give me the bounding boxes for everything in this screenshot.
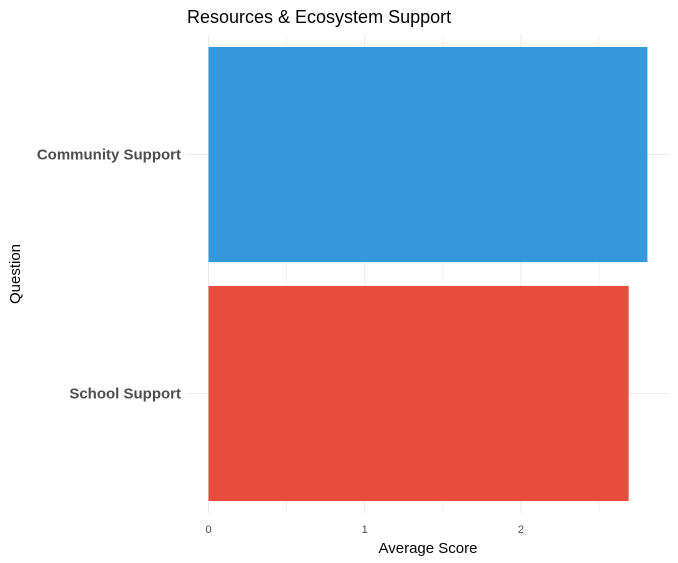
bars <box>208 46 648 502</box>
x-tick-label: 2 <box>518 524 524 536</box>
category-label: School Support <box>69 386 181 403</box>
x-axis-title: Average Score <box>379 540 478 557</box>
y-axis-title: Question <box>7 244 24 304</box>
chart-title: Resources & Ecosystem Support <box>187 7 451 27</box>
category-labels: School Support Community Support <box>37 147 181 403</box>
x-tick-label: 0 <box>205 524 211 536</box>
bar-community-support <box>208 46 648 263</box>
x-tick-label: 1 <box>362 524 368 536</box>
bar-school-support <box>208 285 629 502</box>
x-tick-labels: 0 1 2 <box>205 524 524 536</box>
category-label: Community Support <box>37 147 181 164</box>
